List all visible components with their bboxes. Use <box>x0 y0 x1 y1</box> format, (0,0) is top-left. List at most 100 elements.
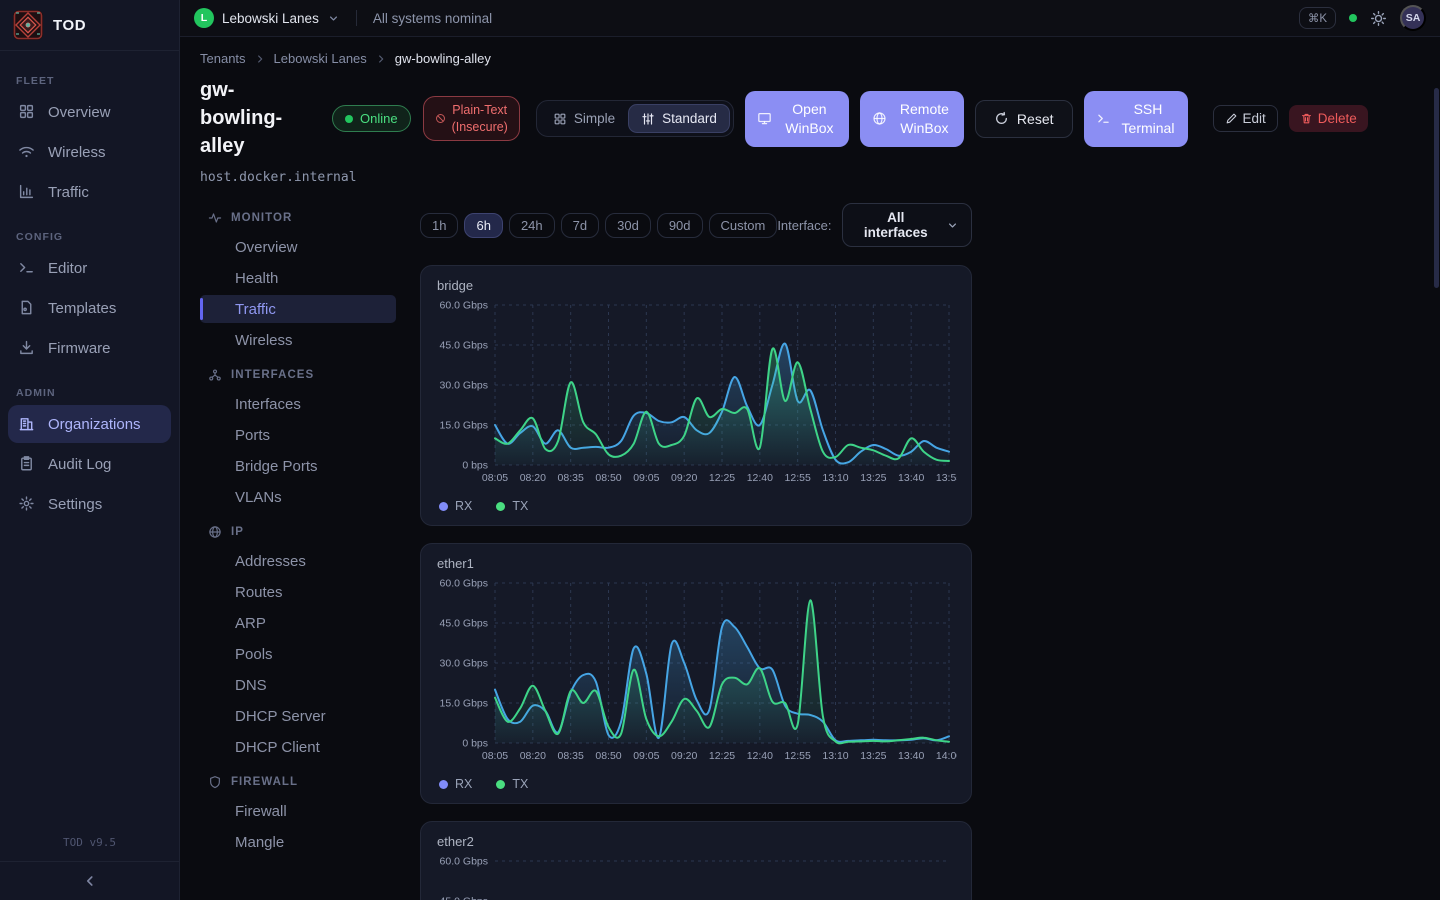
device-nav-item-dhcp-client[interactable]: DHCP Client <box>200 733 396 761</box>
interface-select[interactable]: All interfaces <box>842 203 972 247</box>
sidebar-item-editor[interactable]: Editor <box>8 249 171 287</box>
device-nav-item-traffic[interactable]: Traffic <box>200 295 396 323</box>
grid-icon <box>18 103 36 121</box>
device-nav-section-monitor: MONITOR <box>208 211 396 225</box>
device-badges: Online Plain-Text(Insecure) <box>332 96 520 142</box>
breadcrumb-tenants[interactable]: Tenants <box>200 51 246 66</box>
device-nav-section-firewall: FIREWALL <box>208 775 396 789</box>
device-nav-item-firewall[interactable]: Firewall <box>200 797 396 825</box>
device-nav-item-overview[interactable]: Overview <box>200 233 396 261</box>
device-nav-item-ports[interactable]: Ports <box>200 421 396 449</box>
sidebar-item-wireless[interactable]: Wireless <box>8 133 171 171</box>
svg-text:12:55: 12:55 <box>785 750 811 762</box>
building-icon <box>18 415 36 433</box>
open-winbox-button[interactable]: Open WinBox <box>745 91 849 147</box>
sliders-icon <box>641 112 655 126</box>
file-icon <box>18 299 36 317</box>
sidebar-item-overview[interactable]: Overview <box>8 93 171 131</box>
page-scrollbar[interactable] <box>1434 88 1439 288</box>
chart-legend: RXTX <box>437 777 955 791</box>
user-avatar[interactable]: SA <box>1400 5 1426 31</box>
remote-winbox-button[interactable]: Remote WinBox <box>860 91 964 147</box>
svg-text:0 bps: 0 bps <box>462 738 488 750</box>
device-nav-item-vlans[interactable]: VLANs <box>200 483 396 511</box>
device-nav-item-arp[interactable]: ARP <box>200 609 396 637</box>
command-palette-button[interactable]: ⌘K <box>1299 7 1336 29</box>
range-pill-1h[interactable]: 1h <box>420 213 458 238</box>
svg-text:12:40: 12:40 <box>747 750 773 762</box>
delete-button[interactable]: Delete <box>1289 105 1368 132</box>
svg-text:60.0 Gbps: 60.0 Gbps <box>440 300 488 312</box>
range-pill-30d[interactable]: 30d <box>605 213 651 238</box>
terminal-icon <box>18 259 36 277</box>
status-badge-online: Online <box>332 105 411 132</box>
device-nav-item-mangle[interactable]: Mangle <box>200 828 396 856</box>
trash-icon <box>1300 112 1313 125</box>
device-nav-item-bridge-ports[interactable]: Bridge Ports <box>200 452 396 480</box>
range-pill-90d[interactable]: 90d <box>657 213 703 238</box>
mode-standard-button[interactable]: Standard <box>628 104 730 133</box>
ssh-terminal-button[interactable]: SSH Terminal <box>1084 91 1188 147</box>
svg-text:08:35: 08:35 <box>558 750 584 762</box>
svg-text:15.0 Gbps: 15.0 Gbps <box>440 420 488 432</box>
topbar-divider <box>356 10 357 26</box>
tenant-avatar: L <box>194 8 214 28</box>
wifi-icon <box>18 143 36 161</box>
device-nav-item-pools[interactable]: Pools <box>200 640 396 668</box>
svg-text:08:50: 08:50 <box>595 472 621 484</box>
svg-text:60.0 Gbps: 60.0 Gbps <box>440 856 488 868</box>
main-column: L Lebowski Lanes All systems nominal ⌘K … <box>180 0 1440 900</box>
online-dot-icon <box>345 115 353 123</box>
device-nav: MONITOR Overview Health Traffic Wireless INTE… <box>200 197 396 859</box>
sidebar-item-templates[interactable]: Templates <box>8 289 171 327</box>
sidebar-collapse-button[interactable] <box>0 862 179 900</box>
device-nav-item-health[interactable]: Health <box>200 264 396 292</box>
sidebar-collapse-row <box>0 861 179 900</box>
sidebar-item-label: Organizations <box>48 416 141 433</box>
sidebar-item-organizations[interactable]: Organizations <box>8 405 171 443</box>
range-pill-7d[interactable]: 7d <box>561 213 599 238</box>
device-nav-section-label: FIREWALL <box>231 776 298 788</box>
device-nav-item-dhcp-server[interactable]: DHCP Server <box>200 702 396 730</box>
device-nav-item-wireless[interactable]: Wireless <box>200 326 396 354</box>
legend-dot-rx <box>439 502 448 511</box>
gear-icon <box>18 495 36 513</box>
svg-text:13:10: 13:10 <box>822 472 848 484</box>
chevron-right-icon <box>375 53 387 65</box>
topbar: L Lebowski Lanes All systems nominal ⌘K … <box>180 0 1440 37</box>
device-nav-item-addresses[interactable]: Addresses <box>200 547 396 575</box>
page-title: gw-bowling-alley <box>200 76 308 160</box>
sidebar-item-label: Settings <box>48 496 102 513</box>
device-nav-item-routes[interactable]: Routes <box>200 578 396 606</box>
svg-text:30.0 Gbps: 30.0 Gbps <box>440 380 488 392</box>
app-title: TOD <box>53 17 86 34</box>
sidebar-item-settings[interactable]: Settings <box>8 485 171 523</box>
svg-text:12:55: 12:55 <box>785 472 811 484</box>
mode-simple-button[interactable]: Simple <box>540 104 628 133</box>
range-pill-24h[interactable]: 24h <box>509 213 555 238</box>
device-nav-section-label: MONITOR <box>231 212 292 224</box>
chart-plot-bridge: 0 bps15.0 Gbps30.0 Gbps45.0 Gbps60.0 Gbp… <box>437 297 957 493</box>
sidebar-item-audit-log[interactable]: Audit Log <box>8 445 171 483</box>
tenant-name: Lebowski Lanes <box>222 11 319 26</box>
chart-card-ether1: ether10 bps15.0 Gbps30.0 Gbps45.0 Gbps60… <box>420 543 972 804</box>
tenant-switcher[interactable]: L Lebowski Lanes <box>194 8 340 28</box>
sidebar-item-traffic[interactable]: Traffic <box>8 173 171 211</box>
sidebar-item-firmware[interactable]: Firmware <box>8 329 171 367</box>
device-nav-section-label: INTERFACES <box>231 369 314 381</box>
app-sidebar: TOD FLEETOverviewWirelessTrafficCONFIGEd… <box>0 0 180 900</box>
breadcrumb-tenant[interactable]: Lebowski Lanes <box>274 51 367 66</box>
range-pill-custom[interactable]: Custom <box>709 213 778 238</box>
theme-toggle-button[interactable] <box>1370 10 1387 27</box>
device-nav-item-interfaces[interactable]: Interfaces <box>200 390 396 418</box>
device-host: host.docker.internal <box>200 170 332 185</box>
globe-icon <box>208 525 222 539</box>
chart-controls: 1h6h24h7d30d90dCustom Interface: All int… <box>420 203 972 247</box>
edit-button[interactable]: Edit <box>1213 105 1278 132</box>
app-logo-icon <box>13 10 43 40</box>
chart-list: bridge0 bps15.0 Gbps30.0 Gbps45.0 Gbps60… <box>420 265 972 900</box>
device-nav-item-dns[interactable]: DNS <box>200 671 396 699</box>
range-pill-6h[interactable]: 6h <box>464 213 502 238</box>
reset-button[interactable]: Reset <box>975 100 1073 138</box>
legend-item-rx: RX <box>439 499 472 513</box>
